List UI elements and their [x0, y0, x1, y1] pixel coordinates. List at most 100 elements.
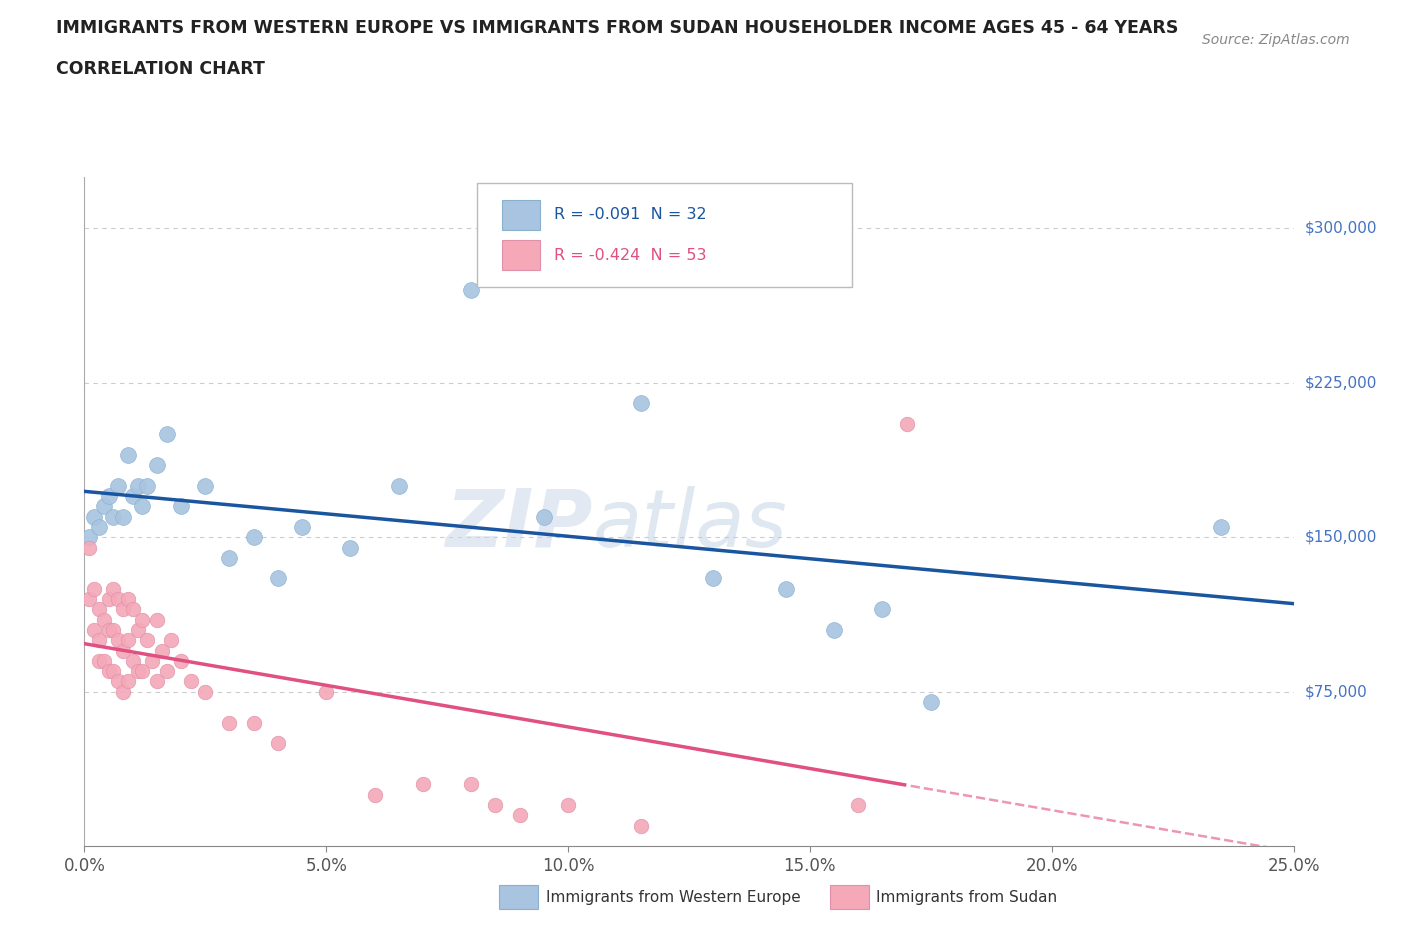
Point — [194, 684, 217, 699]
Text: CORRELATION CHART: CORRELATION CHART — [56, 60, 266, 78]
Point — [146, 674, 169, 689]
Text: R = -0.424  N = 53: R = -0.424 N = 53 — [554, 247, 706, 262]
Text: Source: ZipAtlas.com: Source: ZipAtlas.com — [1202, 33, 1350, 46]
Point — [412, 777, 434, 792]
Point — [77, 591, 100, 606]
Point — [112, 602, 135, 617]
Point — [107, 674, 129, 689]
Point — [83, 581, 105, 596]
Point — [121, 488, 143, 503]
Point — [103, 622, 125, 637]
Text: $75,000: $75,000 — [1305, 684, 1368, 699]
Point — [87, 520, 110, 535]
Point — [127, 622, 149, 637]
Point — [339, 540, 361, 555]
Point — [127, 478, 149, 493]
Point — [97, 591, 120, 606]
Point — [363, 788, 385, 803]
Point — [291, 520, 314, 535]
Point — [267, 571, 290, 586]
Point — [83, 510, 105, 525]
Point — [170, 498, 193, 513]
Text: $225,000: $225,000 — [1305, 375, 1376, 391]
Point — [87, 602, 110, 617]
Point — [127, 664, 149, 679]
Point — [872, 602, 894, 617]
Point — [83, 622, 105, 637]
FancyBboxPatch shape — [502, 200, 540, 231]
Point — [823, 622, 845, 637]
Y-axis label: Householder Income Ages 45 - 64 years: Householder Income Ages 45 - 64 years — [0, 358, 7, 665]
Point — [117, 447, 139, 462]
Point — [846, 798, 869, 813]
Point — [630, 818, 652, 833]
Point — [107, 591, 129, 606]
Point — [117, 674, 139, 689]
Point — [1209, 520, 1232, 535]
Point — [194, 478, 217, 493]
Point — [150, 644, 173, 658]
Point — [315, 684, 337, 699]
Point — [87, 654, 110, 669]
Point — [87, 632, 110, 647]
Point — [146, 612, 169, 627]
Point — [460, 283, 482, 298]
Point — [93, 654, 115, 669]
Point — [630, 396, 652, 411]
Point — [77, 540, 100, 555]
Point — [533, 510, 555, 525]
Point — [146, 458, 169, 472]
Point — [155, 664, 177, 679]
Point — [170, 654, 193, 669]
Point — [131, 498, 153, 513]
Point — [136, 478, 159, 493]
Point — [218, 551, 240, 565]
Point — [557, 798, 579, 813]
Point — [136, 632, 159, 647]
Point — [121, 602, 143, 617]
Point — [484, 798, 506, 813]
Text: IMMIGRANTS FROM WESTERN EUROPE VS IMMIGRANTS FROM SUDAN HOUSEHOLDER INCOME AGES : IMMIGRANTS FROM WESTERN EUROPE VS IMMIGR… — [56, 19, 1178, 36]
Point — [117, 632, 139, 647]
Point — [112, 644, 135, 658]
Point — [509, 808, 531, 823]
Text: R = -0.091  N = 32: R = -0.091 N = 32 — [554, 207, 706, 222]
Text: $150,000: $150,000 — [1305, 530, 1376, 545]
Point — [388, 478, 411, 493]
Point — [77, 530, 100, 545]
Point — [103, 581, 125, 596]
Point — [131, 612, 153, 627]
Point — [117, 591, 139, 606]
Text: ZIP: ZIP — [444, 485, 592, 564]
Point — [107, 478, 129, 493]
Point — [93, 612, 115, 627]
Text: atlas: atlas — [592, 485, 787, 564]
Text: Immigrants from Sudan: Immigrants from Sudan — [876, 890, 1057, 905]
Point — [242, 530, 264, 545]
FancyBboxPatch shape — [478, 183, 852, 287]
Point — [141, 654, 163, 669]
Point — [93, 498, 115, 513]
Point — [702, 571, 724, 586]
Text: Immigrants from Western Europe: Immigrants from Western Europe — [546, 890, 800, 905]
Point — [112, 684, 135, 699]
Point — [97, 622, 120, 637]
Point — [112, 510, 135, 525]
Point — [107, 632, 129, 647]
Point — [160, 632, 183, 647]
Point — [242, 715, 264, 730]
Point — [180, 674, 202, 689]
FancyBboxPatch shape — [502, 240, 540, 271]
Point — [121, 654, 143, 669]
Point — [218, 715, 240, 730]
Point — [131, 664, 153, 679]
Point — [97, 664, 120, 679]
Point — [103, 510, 125, 525]
Point — [920, 695, 942, 710]
Point — [155, 427, 177, 442]
Point — [775, 581, 797, 596]
Text: $300,000: $300,000 — [1305, 220, 1376, 235]
Point — [267, 736, 290, 751]
Point — [896, 417, 918, 432]
Point — [97, 488, 120, 503]
